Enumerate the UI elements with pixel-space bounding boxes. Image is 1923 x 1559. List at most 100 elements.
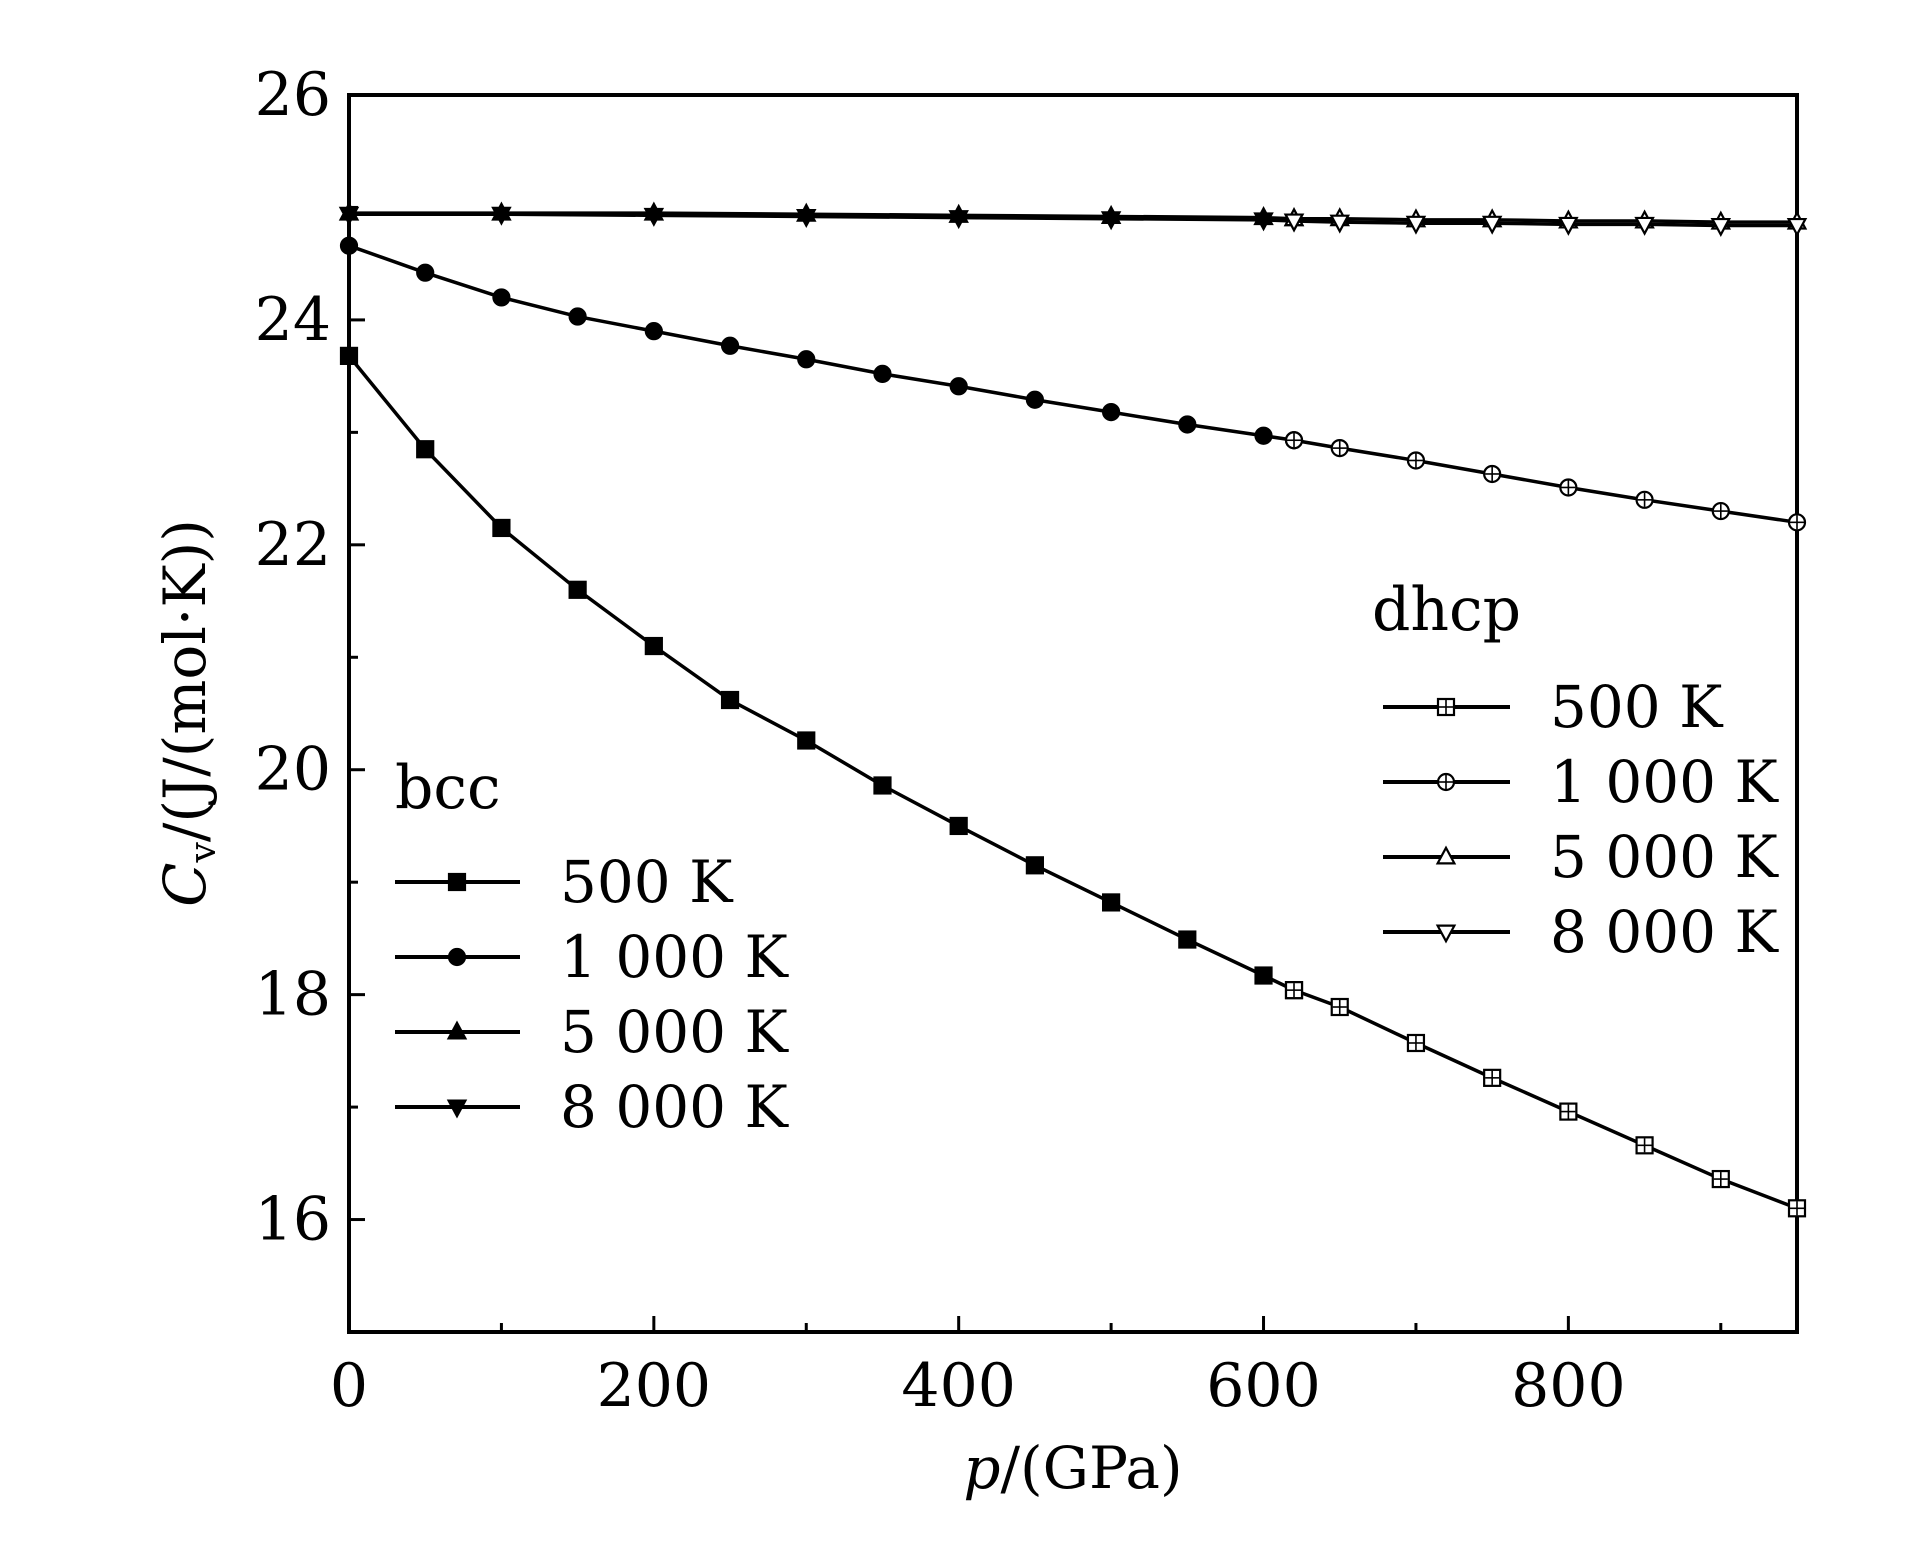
axis-ticks xyxy=(347,93,1723,1334)
data-point xyxy=(1178,415,1197,434)
data-point xyxy=(720,336,740,355)
y-tick-label: 20 xyxy=(255,735,331,805)
data-point xyxy=(1330,439,1349,458)
data-point-marker xyxy=(447,947,467,967)
series-dhcp-8-000-k xyxy=(1283,213,1808,237)
legend-label: 5 000 K xyxy=(1550,823,1779,891)
data-point xyxy=(873,364,892,383)
data-point-marker xyxy=(1436,697,1456,717)
data-point xyxy=(1330,997,1349,1017)
series-bcc-500-k xyxy=(339,346,1304,1000)
data-point xyxy=(1253,212,1274,232)
data-point xyxy=(797,350,816,369)
legend-label: 1 000 K xyxy=(1550,748,1779,816)
series-line xyxy=(348,244,1295,442)
data-point xyxy=(1283,213,1305,233)
legend-label: 8 000 K xyxy=(560,1073,789,1141)
data-point xyxy=(568,307,587,326)
data-point xyxy=(1329,214,1350,234)
data-point xyxy=(1787,513,1807,532)
data-point xyxy=(1025,856,1044,875)
data-point-marker xyxy=(446,1099,468,1119)
data-point xyxy=(416,263,435,282)
series-bcc-8-000-k xyxy=(338,206,1305,233)
series-line xyxy=(1293,438,1798,525)
legend-dhcp: dhcp 500 K 1 000 K 5 000 K 8 000 K xyxy=(1372,575,1779,966)
data-point xyxy=(1254,966,1273,985)
legend-bcc-entry: 5 000 K xyxy=(395,998,789,1066)
data-point-marker xyxy=(1435,845,1457,865)
data-point xyxy=(1481,215,1503,235)
data-point xyxy=(339,236,359,255)
y-tick-label: 26 xyxy=(255,60,331,130)
data-point xyxy=(568,580,587,599)
data-point xyxy=(796,208,817,228)
legend-dhcp-entry: 8 000 K xyxy=(1383,898,1779,966)
data-point xyxy=(873,776,892,795)
data-point xyxy=(1559,1102,1578,1121)
series-layer xyxy=(338,201,1808,1218)
legend-bcc-entry: 8 000 K xyxy=(395,1073,789,1141)
legend-bcc: bcc 500 K 1 000 K 5 000 K 8 000 K xyxy=(395,753,789,1141)
data-point xyxy=(1635,1136,1654,1155)
series-dhcp-500-k xyxy=(1284,981,1807,1218)
data-point xyxy=(1786,217,1808,237)
legend-bcc-entry: 1 000 K xyxy=(395,923,789,991)
y-tick-label: 24 xyxy=(255,285,331,355)
data-point xyxy=(1025,390,1044,409)
data-point xyxy=(1102,403,1121,422)
data-point xyxy=(797,731,816,750)
data-point xyxy=(1406,451,1426,470)
data-point xyxy=(949,377,968,396)
data-point xyxy=(1634,216,1655,236)
data-point xyxy=(492,518,511,538)
data-point xyxy=(1405,215,1427,235)
data-point-marker xyxy=(1436,772,1456,792)
legend-bcc-title: bcc xyxy=(395,753,501,823)
legend-label: 500 K xyxy=(560,848,734,916)
data-point xyxy=(1102,893,1121,912)
data-point xyxy=(416,440,435,459)
series-bcc-1-000-k xyxy=(339,236,1304,450)
legend-dhcp-entry: 500 K xyxy=(1383,673,1724,741)
data-point xyxy=(1710,217,1732,237)
y-tick-label: 22 xyxy=(255,510,331,580)
x-tick-labels: 0 200 400 600 800 xyxy=(330,1351,1626,1421)
data-point xyxy=(644,322,663,341)
x-tick-label: 800 xyxy=(1511,1351,1626,1421)
y-axis-title: Cv/(J/(mol·K)) xyxy=(151,519,224,907)
x-tick-label: 600 xyxy=(1206,1351,1321,1421)
data-point xyxy=(1100,211,1122,231)
legend-label: 5 000 K xyxy=(560,998,789,1066)
data-point xyxy=(1406,1033,1426,1053)
legend-label: 8 000 K xyxy=(1550,898,1779,966)
data-point xyxy=(1711,1169,1730,1189)
data-point xyxy=(1483,464,1502,484)
x-axis-title: p/(GPa) xyxy=(963,1434,1182,1502)
data-point xyxy=(1635,490,1654,509)
x-tick-label: 0 xyxy=(330,1351,368,1421)
series-dhcp-1-000-k xyxy=(1284,431,1807,532)
x-tick-label: 200 xyxy=(597,1351,712,1421)
data-point xyxy=(1483,1068,1502,1087)
data-point xyxy=(491,206,512,226)
x-tick-label: 400 xyxy=(901,1351,1016,1421)
data-point xyxy=(948,210,969,230)
data-point xyxy=(720,690,740,710)
data-point-marker xyxy=(446,1020,468,1040)
y-tick-label: 16 xyxy=(255,1185,331,1255)
data-point xyxy=(1559,478,1578,497)
data-point xyxy=(338,206,360,226)
legend-bcc-entry: 500 K xyxy=(395,848,734,916)
data-point xyxy=(1284,431,1304,450)
legend-dhcp-title: dhcp xyxy=(1372,575,1521,645)
data-point xyxy=(643,207,665,227)
data-point xyxy=(949,816,968,836)
y-tick-label: 18 xyxy=(255,960,331,1030)
series-line xyxy=(347,354,1295,992)
data-point xyxy=(1558,216,1579,236)
series-line xyxy=(1294,216,1797,224)
data-point xyxy=(1178,930,1197,949)
plot-frame xyxy=(347,93,1799,1334)
